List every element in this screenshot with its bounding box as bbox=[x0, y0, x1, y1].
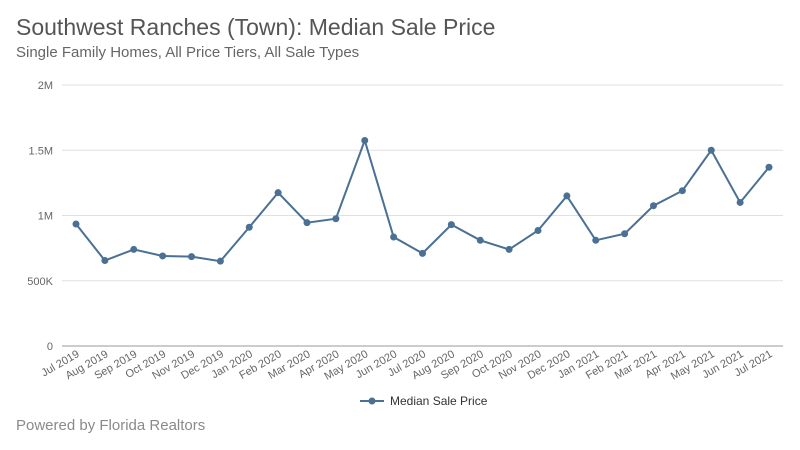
y-tick-label: 2M bbox=[38, 80, 53, 92]
data-point bbox=[419, 249, 426, 257]
data-point bbox=[707, 146, 715, 154]
data-point bbox=[621, 230, 629, 238]
data-point bbox=[505, 245, 513, 253]
data-point bbox=[274, 189, 282, 197]
data-point bbox=[534, 227, 542, 235]
data-point bbox=[563, 192, 571, 200]
data-point bbox=[678, 187, 686, 195]
data-point bbox=[361, 136, 369, 144]
data-point bbox=[303, 219, 311, 227]
data-point bbox=[447, 221, 455, 229]
data-point bbox=[159, 252, 167, 260]
data-point bbox=[476, 236, 484, 244]
legend: Median Sale Price bbox=[360, 394, 488, 408]
legend-label: Median Sale Price bbox=[390, 394, 488, 408]
y-tick-label: 0 bbox=[47, 341, 53, 353]
data-point bbox=[101, 257, 109, 265]
series-points bbox=[72, 136, 773, 265]
grid-layer bbox=[62, 84, 783, 347]
data-point bbox=[765, 163, 773, 171]
series-line-median-sale-price bbox=[75, 137, 770, 263]
y-axis-ticks: 0 500K 1M 1.5M 2M bbox=[27, 80, 53, 353]
y-tick-label: 1M bbox=[38, 211, 53, 223]
chart-title: Southwest Ranches (Town): Median Sale Pr… bbox=[16, 14, 496, 40]
y-tick-label: 1.5M bbox=[29, 145, 53, 157]
legend-marker bbox=[368, 397, 376, 405]
chart-subtitle: Single Family Homes, All Price Tiers, Al… bbox=[16, 44, 360, 61]
data-point bbox=[650, 202, 657, 210]
data-point bbox=[332, 215, 340, 223]
data-point bbox=[245, 223, 253, 231]
data-point bbox=[390, 233, 398, 241]
data-point bbox=[216, 257, 224, 265]
data-point bbox=[736, 198, 744, 206]
y-tick-label: 500K bbox=[27, 276, 53, 288]
data-point bbox=[130, 245, 138, 253]
powered-by-footer: Powered by Florida Realtors bbox=[16, 417, 206, 434]
data-point bbox=[188, 253, 195, 261]
data-point bbox=[592, 236, 600, 244]
data-point bbox=[72, 220, 80, 228]
